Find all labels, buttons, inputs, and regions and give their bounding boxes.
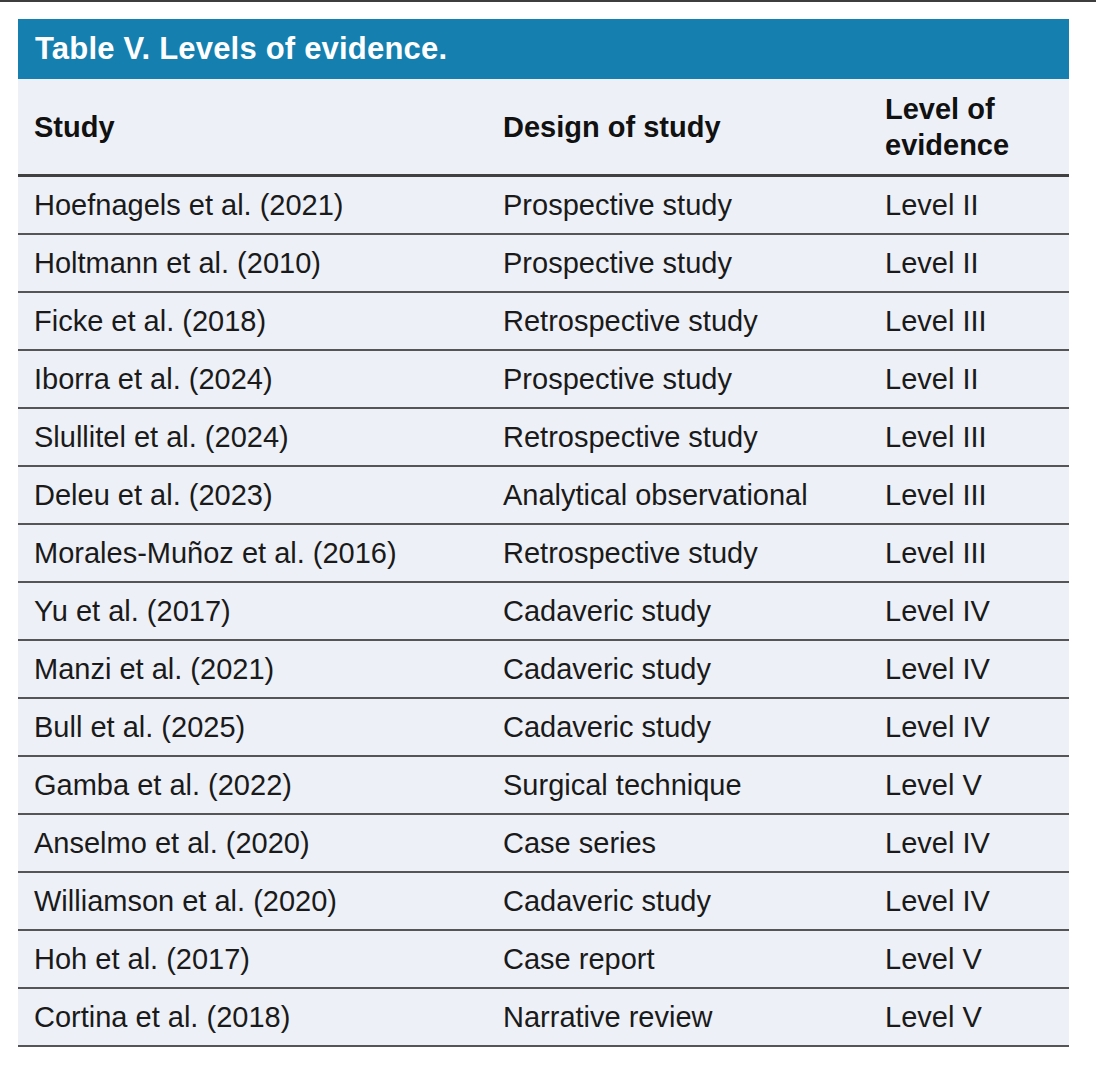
column-header-level: Level of evidence xyxy=(885,91,1069,163)
design-cell: Retrospective study xyxy=(503,421,885,454)
level-cell: Level III xyxy=(885,479,1069,512)
table-body: Hoefnagels et al. (2021)Prospective stud… xyxy=(18,177,1069,1047)
level-cell: Level IV xyxy=(885,827,1069,860)
table-row: Anselmo et al. (2020)Case seriesLevel IV xyxy=(18,815,1069,873)
table-row: Deleu et al. (2023)Analytical observatio… xyxy=(18,467,1069,525)
design-cell: Retrospective study xyxy=(503,537,885,570)
study-cell: Hoh et al. (2017) xyxy=(18,943,503,976)
study-cell: Gamba et al. (2022) xyxy=(18,769,503,802)
level-cell: Level IV xyxy=(885,595,1069,628)
design-cell: Prospective study xyxy=(503,189,885,222)
level-cell: Level II xyxy=(885,247,1069,280)
level-cell: Level II xyxy=(885,189,1069,222)
table-header-row: Study Design of study Level of evidence xyxy=(18,79,1069,177)
table-row: Hoh et al. (2017)Case reportLevel V xyxy=(18,931,1069,989)
level-cell: Level V xyxy=(885,1001,1069,1034)
levels-of-evidence-table: Table V. Levels of evidence. Study Desig… xyxy=(18,19,1069,1047)
table-title-bar: Table V. Levels of evidence. xyxy=(18,19,1069,79)
design-cell: Retrospective study xyxy=(503,305,885,338)
table-title: Table V. Levels of evidence. xyxy=(35,31,447,67)
table-row: Slullitel et al. (2024)Retrospective stu… xyxy=(18,409,1069,467)
table-row: Iborra et al. (2024)Prospective studyLev… xyxy=(18,351,1069,409)
table-row: Morales-Muñoz et al. (2016)Retrospective… xyxy=(18,525,1069,583)
study-cell: Iborra et al. (2024) xyxy=(18,363,503,396)
design-cell: Cadaveric study xyxy=(503,595,885,628)
study-cell: Ficke et al. (2018) xyxy=(18,305,503,338)
design-cell: Surgical technique xyxy=(503,769,885,802)
table-row: Cortina et al. (2018)Narrative reviewLev… xyxy=(18,989,1069,1047)
level-cell: Level II xyxy=(885,363,1069,396)
column-header-study: Study xyxy=(18,109,503,145)
level-cell: Level III xyxy=(885,305,1069,338)
table-row: Williamson et al. (2020)Cadaveric studyL… xyxy=(18,873,1069,931)
design-cell: Case series xyxy=(503,827,885,860)
study-cell: Yu et al. (2017) xyxy=(18,595,503,628)
table-row: Gamba et al. (2022)Surgical techniqueLev… xyxy=(18,757,1069,815)
level-cell: Level IV xyxy=(885,711,1069,744)
study-cell: Morales-Muñoz et al. (2016) xyxy=(18,537,503,570)
study-cell: Deleu et al. (2023) xyxy=(18,479,503,512)
study-cell: Cortina et al. (2018) xyxy=(18,1001,503,1034)
column-header-design: Design of study xyxy=(503,109,885,145)
design-cell: Analytical observational xyxy=(503,479,885,512)
study-cell: Hoefnagels et al. (2021) xyxy=(18,189,503,222)
design-cell: Cadaveric study xyxy=(503,885,885,918)
level-cell: Level III xyxy=(885,421,1069,454)
level-cell: Level IV xyxy=(885,653,1069,686)
study-cell: Manzi et al. (2021) xyxy=(18,653,503,686)
study-cell: Slullitel et al. (2024) xyxy=(18,421,503,454)
table-row: Ficke et al. (2018)Retrospective studyLe… xyxy=(18,293,1069,351)
design-cell: Prospective study xyxy=(503,363,885,396)
design-cell: Narrative review xyxy=(503,1001,885,1034)
design-cell: Cadaveric study xyxy=(503,653,885,686)
top-rule-divider xyxy=(0,0,1096,2)
table-row: Yu et al. (2017)Cadaveric studyLevel IV xyxy=(18,583,1069,641)
level-cell: Level III xyxy=(885,537,1069,570)
study-cell: Bull et al. (2025) xyxy=(18,711,503,744)
page: Table V. Levels of evidence. Study Desig… xyxy=(0,0,1096,1089)
design-cell: Case report xyxy=(503,943,885,976)
design-cell: Cadaveric study xyxy=(503,711,885,744)
table-row: Manzi et al. (2021)Cadaveric studyLevel … xyxy=(18,641,1069,699)
table-row: Bull et al. (2025)Cadaveric studyLevel I… xyxy=(18,699,1069,757)
study-cell: Holtmann et al. (2010) xyxy=(18,247,503,280)
design-cell: Prospective study xyxy=(503,247,885,280)
level-cell: Level V xyxy=(885,943,1069,976)
table-row: Holtmann et al. (2010)Prospective studyL… xyxy=(18,235,1069,293)
level-cell: Level IV xyxy=(885,885,1069,918)
study-cell: Williamson et al. (2020) xyxy=(18,885,503,918)
level-cell: Level V xyxy=(885,769,1069,802)
table-row: Hoefnagels et al. (2021)Prospective stud… xyxy=(18,177,1069,235)
study-cell: Anselmo et al. (2020) xyxy=(18,827,503,860)
